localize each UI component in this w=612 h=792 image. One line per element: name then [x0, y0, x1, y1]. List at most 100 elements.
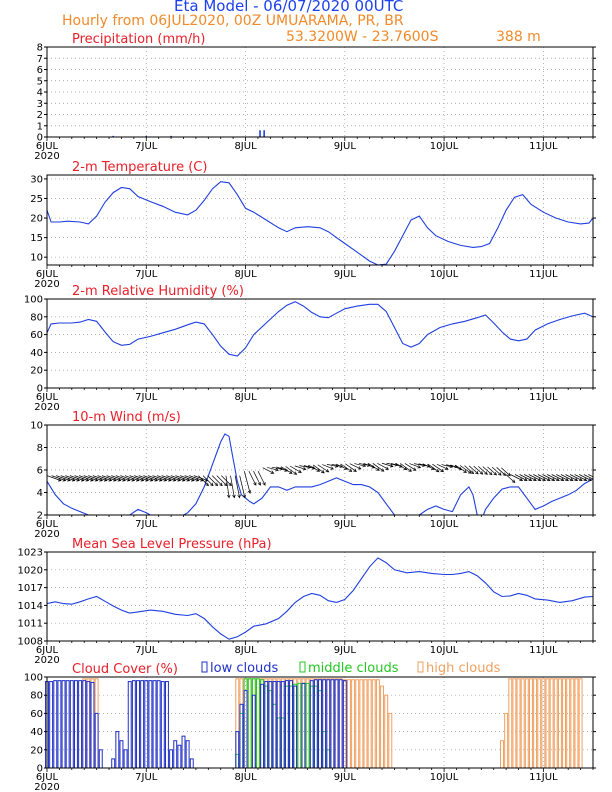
- wind-arrow: [464, 465, 474, 474]
- high-cloud-bar: [578, 678, 583, 769]
- low-cloud-bar: [276, 681, 281, 769]
- wind-arrow: [349, 463, 361, 470]
- wind-arrow: [248, 470, 257, 486]
- wind-arrow-head: [117, 478, 122, 482]
- low-cloud-bar: [309, 680, 314, 769]
- x-tick-label: 11JUL: [529, 645, 558, 656]
- wind-arrow: [257, 470, 266, 486]
- low-cloud-bar: [78, 680, 83, 769]
- wind-arrow-head: [163, 478, 168, 482]
- wind-arrow-head: [135, 478, 140, 482]
- wind-arrow: [166, 475, 181, 481]
- x-tick-label: 7JUL: [135, 519, 158, 530]
- y-tick-label: 0: [37, 384, 43, 395]
- wind-arrow: [175, 475, 190, 481]
- wind-arrow-head: [435, 468, 440, 473]
- chart-title: Eta Model - 06/07/2020 00UTC: [174, 0, 404, 15]
- wind-arrow-head: [177, 478, 181, 482]
- panel-temp: 10 15 20 25 30 6JUL 7JUL 8JUL 9JUL 10JUL 11JUL 2020…: [30, 160, 596, 290]
- low-cloud-bar: [289, 680, 294, 769]
- wind-arrow: [491, 466, 502, 476]
- wind-arrow-head: [493, 471, 498, 476]
- y-tick-label: 40: [30, 348, 43, 359]
- low-cloud-bar: [61, 680, 66, 769]
- high-cloud-bar: [363, 679, 368, 769]
- wind-arrow: [395, 463, 407, 470]
- wind-arrow-head: [488, 471, 493, 476]
- wind-arrow-head: [321, 470, 325, 474]
- wind-arrow-head: [205, 482, 209, 487]
- wind-arrow: [198, 475, 209, 486]
- high-cloud-bar: [359, 679, 364, 769]
- x-tick-label: 8JUL: [234, 392, 257, 403]
- wind-arrow-head: [583, 477, 588, 481]
- panel-title: 10-m Wind (m/s): [72, 410, 181, 425]
- wind-arrow: [432, 463, 444, 472]
- wind-arrow: [363, 463, 375, 469]
- wind-arrow: [47, 475, 62, 481]
- low-cloud-bar: [235, 731, 240, 769]
- wind-arrow-head: [90, 478, 94, 482]
- wind-arrow-head: [556, 477, 560, 481]
- wind-arrow-head: [542, 477, 547, 481]
- wind-arrow: [436, 464, 449, 470]
- wind-arrow-head: [362, 463, 367, 468]
- precip-bar: [259, 130, 261, 137]
- wind-arrow-head: [122, 478, 126, 482]
- y-tick-label: 2: [37, 511, 43, 522]
- high-cloud-bar: [541, 678, 546, 769]
- wind-arrow-head: [357, 466, 362, 470]
- wind-arrow: [184, 475, 199, 481]
- high-cloud-bar: [545, 678, 550, 769]
- wind-arrow: [51, 475, 66, 481]
- wind-arrow-head: [275, 467, 279, 472]
- wind-arrow: [83, 475, 98, 481]
- legend-swatch: [201, 661, 208, 673]
- high-cloud-bar: [524, 678, 529, 769]
- wind-arrow-head: [62, 478, 67, 482]
- panel-cloud: 0 20 40 60 80 100 6JUL 7JUL 8JUL 9JUL 10JUL 11JUL 20…: [24, 661, 596, 792]
- wind-arrow: [381, 462, 394, 467]
- y-tick-label: 3: [37, 99, 43, 110]
- x-tick-label: 10JUL: [430, 141, 459, 152]
- wind-arrow-head: [288, 470, 293, 474]
- plot-frame: [46, 551, 594, 642]
- wind-arrow: [482, 466, 493, 475]
- y-tick-label: 2: [37, 110, 43, 121]
- wind-arrow: [147, 475, 163, 481]
- wind-arrow-head: [94, 478, 99, 482]
- x-tick-label: 6JUL: [36, 519, 59, 530]
- wind-arrow: [78, 475, 94, 481]
- x-tick-label: 9JUL: [334, 772, 357, 783]
- wind-arrow: [505, 474, 516, 483]
- wind-arrow: [253, 470, 261, 486]
- wind-arrow: [574, 474, 587, 481]
- wind-arrow: [152, 475, 167, 481]
- wind-arrow-head: [533, 477, 537, 481]
- wind-arrow: [519, 474, 532, 481]
- x-tick-label: 8JUL: [234, 269, 257, 280]
- low-cloud-bar: [318, 679, 322, 769]
- wind-arrow: [276, 466, 288, 472]
- wind-arrow-head: [380, 468, 385, 472]
- low-cloud-bar: [131, 680, 136, 769]
- wind-arrow: [409, 463, 421, 468]
- wind-arrow-head: [330, 466, 334, 470]
- middle-cloud-bar: [297, 682, 302, 769]
- x-tick-label: 10JUL: [430, 772, 459, 783]
- x-tick-label: 10JUL: [430, 519, 459, 530]
- wind-arrow: [579, 474, 592, 481]
- y-tick-label: 20: [30, 214, 43, 225]
- wind-arrow-head: [597, 478, 600, 481]
- wind-arrow-head: [237, 494, 241, 499]
- wind-arrow-head: [546, 477, 551, 481]
- low-cloud-bar: [185, 740, 190, 769]
- low-cloud-bar: [53, 680, 58, 769]
- coordinates: 53.3200W - 23.7600S: [286, 29, 439, 45]
- wind-arrow-head: [574, 477, 579, 481]
- wind-arrow-head: [507, 472, 511, 477]
- wind-arrow: [400, 463, 412, 472]
- wind-arrow: [427, 463, 440, 473]
- wind-arrow-head: [385, 466, 389, 470]
